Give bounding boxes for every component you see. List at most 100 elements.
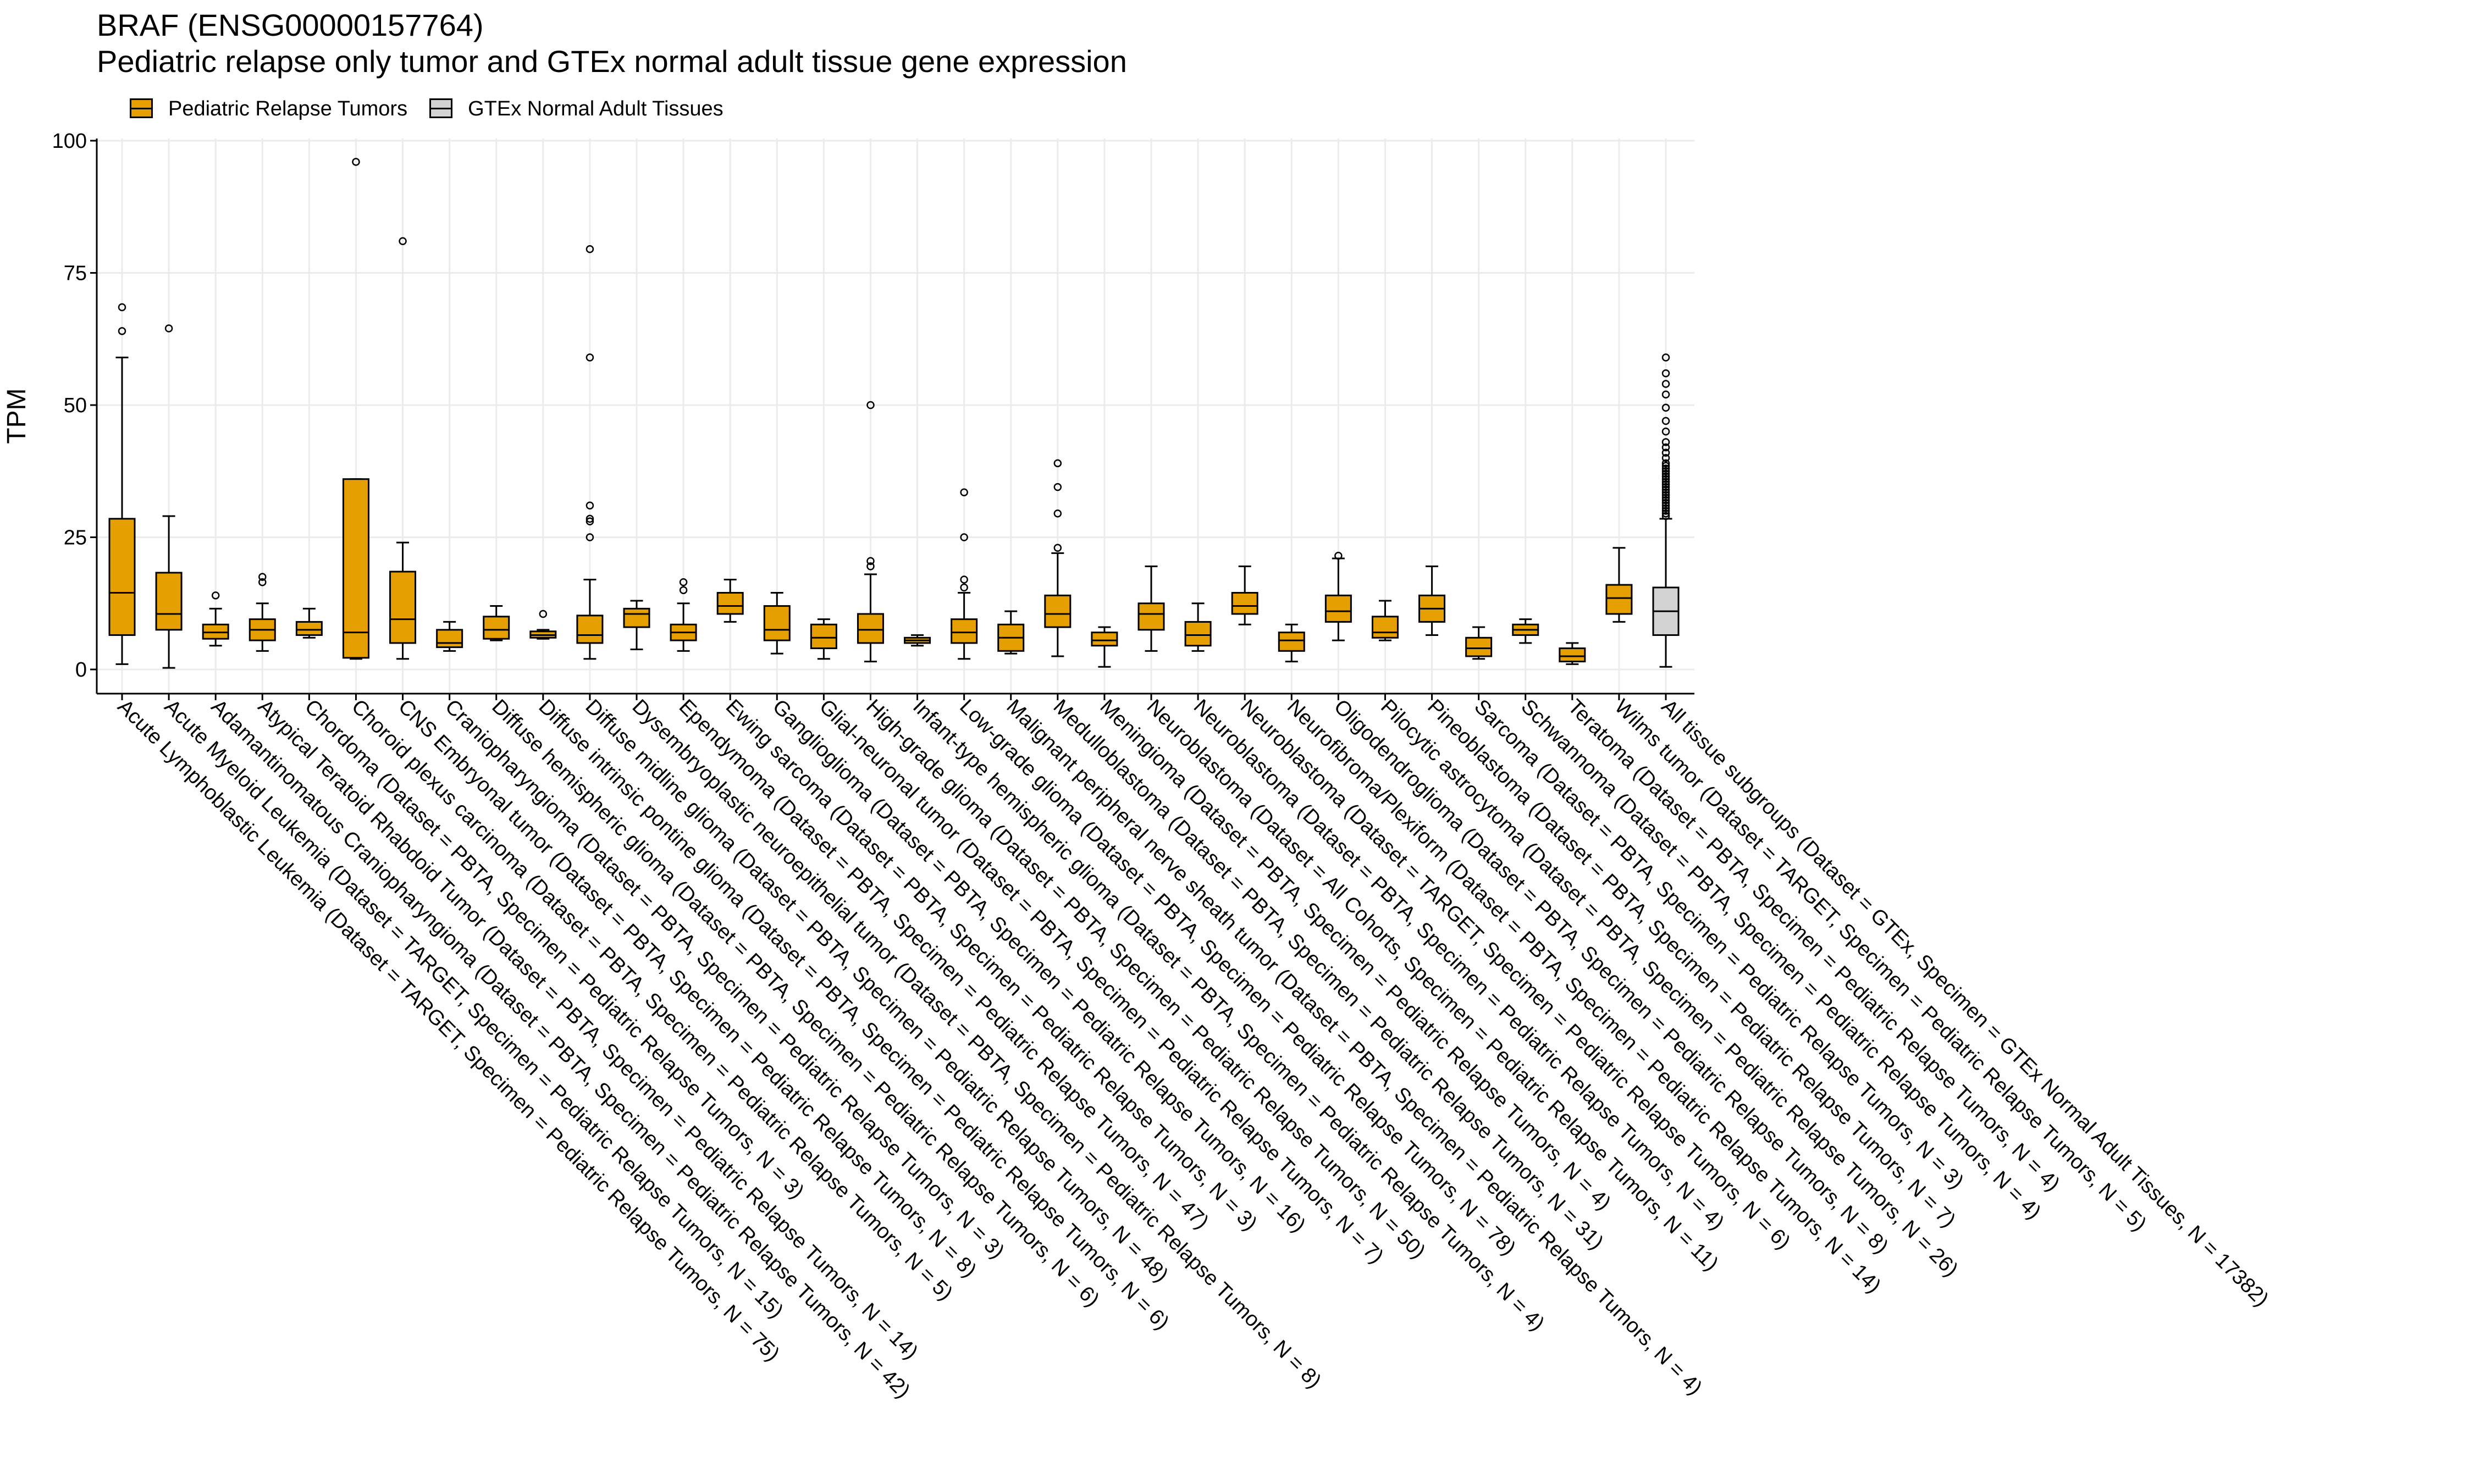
box-group	[483, 605, 510, 641]
outlier-point	[258, 573, 267, 581]
outlier-point	[1661, 438, 1670, 446]
y-tick-label: 0	[75, 658, 87, 682]
outlier-point	[1661, 464, 1670, 473]
y-tick-label: 75	[64, 262, 87, 285]
box-group	[716, 578, 744, 623]
chart-legend: Pediatric Relapse Tumors GTEx Normal Adu…	[126, 92, 742, 125]
y-tick-label: 50	[64, 394, 87, 417]
box-group	[108, 303, 136, 665]
box	[1605, 584, 1633, 615]
outlier-point	[586, 514, 594, 523]
box-group	[857, 401, 884, 663]
outlier-point	[1661, 380, 1670, 388]
box-group	[763, 592, 791, 655]
outlier-point	[960, 488, 968, 496]
outlier-point	[1053, 459, 1062, 468]
box	[342, 478, 369, 659]
box	[576, 614, 604, 644]
box	[1184, 621, 1212, 647]
box-group	[1652, 353, 1680, 668]
outlier-point	[1661, 472, 1670, 481]
legend-key-gtex	[426, 96, 457, 121]
outlier-point	[1661, 480, 1670, 489]
outlier-point	[960, 533, 968, 541]
outlier-point	[118, 327, 126, 335]
outlier-point	[1661, 417, 1670, 425]
y-axis-title: TPM	[2, 388, 31, 444]
box-group	[1231, 565, 1258, 625]
box-group	[1044, 459, 1072, 657]
chart-subtitle: Pediatric relapse only tumor and GTEx no…	[97, 44, 1127, 79]
box	[436, 629, 463, 649]
box-group	[623, 600, 650, 650]
outlier-point	[399, 237, 407, 246]
outlier-point	[1661, 459, 1670, 468]
box	[108, 518, 136, 636]
outlier-point	[1661, 507, 1670, 515]
outlier-point	[866, 401, 875, 409]
box-group	[997, 610, 1025, 655]
outlier-point	[1661, 509, 1670, 518]
outlier-point	[1661, 467, 1670, 475]
outlier-point	[1661, 504, 1670, 512]
box-group	[1324, 551, 1352, 641]
box-group	[1278, 623, 1305, 663]
outlier-point	[1053, 509, 1062, 518]
legend-key-pediatric	[126, 96, 157, 121]
grid-lines	[97, 139, 1694, 694]
outlier-point	[352, 158, 360, 166]
box	[763, 605, 791, 641]
box	[1044, 594, 1072, 628]
outlier-point	[1661, 501, 1670, 510]
outlier-point	[1661, 469, 1670, 478]
outlier-point	[1661, 512, 1670, 520]
box-group	[1418, 565, 1446, 636]
outlier-point	[1661, 403, 1670, 412]
box-group	[248, 573, 276, 652]
box-group	[436, 621, 463, 652]
box	[1137, 602, 1165, 631]
outlier-point	[1053, 483, 1062, 491]
box-group	[342, 158, 369, 660]
outlier-point	[1334, 551, 1343, 560]
outlier-point	[1661, 448, 1670, 457]
box-group	[670, 578, 697, 652]
legend-label-pediatric: Pediatric Relapse Tumors	[168, 97, 408, 120]
box-group	[1465, 626, 1493, 660]
box	[623, 607, 650, 628]
outlier-point	[539, 610, 548, 618]
box	[1371, 616, 1399, 639]
outlier-point	[1661, 427, 1670, 436]
box-group	[1559, 642, 1586, 665]
chart-title: BRAF (ENSG00000157764)	[97, 8, 484, 42]
box-group	[295, 607, 323, 639]
outlier-point	[586, 533, 594, 541]
outlier-point	[586, 245, 594, 253]
outlier-point	[1661, 478, 1670, 486]
box-group	[1605, 547, 1633, 623]
outlier-point	[1661, 483, 1670, 491]
outlier-point	[1661, 485, 1670, 494]
outlier-point	[866, 562, 875, 571]
box	[483, 616, 510, 640]
box-group	[202, 591, 229, 647]
outlier-point	[586, 353, 594, 362]
box-group	[1091, 626, 1118, 668]
box	[951, 618, 978, 644]
box	[857, 613, 884, 644]
outlier-point	[1053, 544, 1062, 552]
box-group	[951, 488, 978, 660]
box-group	[810, 618, 837, 660]
outlier-point	[960, 583, 968, 592]
outlier-point	[1661, 390, 1670, 399]
outlier-point	[960, 575, 968, 584]
outlier-point	[164, 324, 173, 333]
box-group	[1137, 565, 1165, 652]
outlier-point	[1661, 443, 1670, 452]
box-group	[904, 634, 931, 647]
box-group	[389, 237, 417, 660]
box	[716, 592, 744, 615]
box	[389, 571, 417, 644]
box-group	[155, 324, 183, 669]
outlier-point	[1661, 488, 1670, 496]
